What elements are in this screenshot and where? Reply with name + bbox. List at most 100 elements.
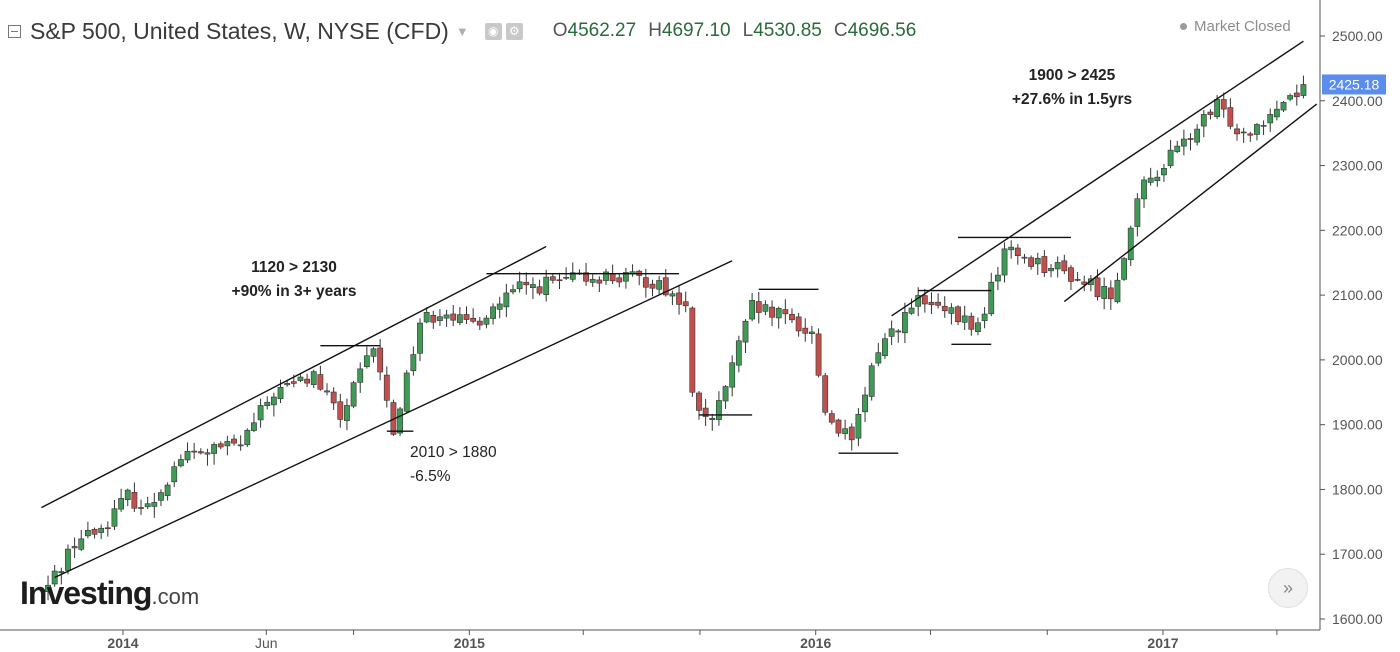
candle <box>78 529 85 552</box>
candle <box>762 300 769 316</box>
candle <box>1008 240 1015 259</box>
candle <box>1054 256 1061 278</box>
candle-body <box>257 405 264 421</box>
candle-body <box>330 391 337 404</box>
candle-body <box>915 295 922 307</box>
candle-body <box>742 320 749 343</box>
candle-body <box>317 374 324 390</box>
candle-body <box>91 529 98 535</box>
candle-body <box>543 276 550 295</box>
caret-down-icon[interactable]: ▼ <box>455 23 469 39</box>
candle-body <box>809 331 815 335</box>
candle-body <box>769 306 775 318</box>
candle <box>596 276 603 293</box>
candle <box>1141 176 1147 208</box>
candle-body <box>65 548 71 571</box>
candle-body <box>609 273 616 282</box>
candle <box>410 346 417 376</box>
y-tick-label: 2200.00 <box>1332 222 1383 238</box>
candle-body <box>251 422 257 431</box>
candle-body <box>124 489 131 501</box>
candle-body <box>709 417 716 420</box>
candle <box>251 412 257 433</box>
candle <box>1041 250 1048 277</box>
y-tick-label: 1700.00 <box>1332 546 1383 562</box>
candle <box>755 291 762 324</box>
collapse-toggle-icon[interactable] <box>8 24 21 38</box>
candle-body <box>244 429 251 446</box>
candle-body <box>437 316 443 321</box>
candle <box>1074 271 1081 282</box>
candle <box>875 342 882 367</box>
candle-body <box>988 281 995 315</box>
candle <box>324 383 330 396</box>
y-tick-label: 1800.00 <box>1332 481 1383 497</box>
candle-body <box>171 466 178 483</box>
candle <box>470 308 477 324</box>
candle <box>131 482 138 513</box>
current-price-label: 2425.18 <box>1329 76 1380 92</box>
candle <box>1240 127 1247 143</box>
y-tick-label: 2400.00 <box>1332 93 1383 109</box>
candle-body <box>84 530 91 537</box>
trendline <box>891 40 1304 317</box>
y-tick-label: 2300.00 <box>1332 158 1383 174</box>
candle <box>1220 92 1227 118</box>
candle <box>357 362 364 393</box>
candle <box>789 308 795 323</box>
candle-body <box>490 306 496 319</box>
candle <box>901 302 908 344</box>
candle <box>171 461 178 488</box>
y-tick-label: 2500.00 <box>1332 28 1383 44</box>
candle <box>543 269 550 302</box>
candle-body <box>450 313 457 321</box>
y-tick-label: 1900.00 <box>1332 417 1383 433</box>
candle-body <box>935 301 942 306</box>
instrument-title[interactable]: S&P 500, United States, W, NYSE (CFD) <box>30 17 449 44</box>
candle-body <box>483 317 490 325</box>
low-label: L <box>742 20 754 41</box>
snapshot-icon[interactable]: ◉ <box>484 22 502 40</box>
candle <box>1061 254 1068 275</box>
trendline <box>41 245 547 509</box>
ohlc-readout: O 4562.27 H 4697.10 L 4530.85 C 4696.56 <box>541 20 917 42</box>
annotation-text: -6.5% <box>410 468 451 485</box>
scroll-right-button[interactable]: » <box>1268 568 1308 608</box>
candle <box>211 442 217 465</box>
candle <box>1014 244 1021 265</box>
candle <box>237 435 244 451</box>
candle-body <box>1161 167 1167 176</box>
candle-body <box>1001 248 1008 276</box>
candle <box>689 306 696 397</box>
candle <box>264 396 271 410</box>
close-label: C <box>833 20 848 41</box>
candle-body <box>1068 267 1074 282</box>
candle-body <box>1280 102 1287 111</box>
candle <box>988 272 995 317</box>
candle-body <box>470 317 477 322</box>
gear-icon[interactable]: ⚙ <box>505 22 523 40</box>
candle-body <box>530 284 536 288</box>
candle-body <box>158 492 164 501</box>
candle <box>1121 256 1127 281</box>
candle-body <box>848 426 855 441</box>
candle <box>928 292 935 315</box>
candle <box>1293 84 1300 106</box>
candle <box>1287 93 1294 102</box>
candle-body <box>882 338 888 357</box>
candle-body <box>795 316 802 332</box>
candle-body <box>191 450 198 453</box>
candle-body <box>589 279 596 283</box>
candle <box>676 284 682 315</box>
candle <box>184 442 191 464</box>
candle-body <box>144 503 151 508</box>
candle-body <box>941 305 948 312</box>
candle <box>815 328 822 378</box>
candle-body <box>835 419 842 434</box>
candle-body <box>476 320 483 326</box>
candle <box>1028 255 1035 270</box>
candle <box>1174 140 1181 154</box>
candle-body <box>722 386 729 402</box>
